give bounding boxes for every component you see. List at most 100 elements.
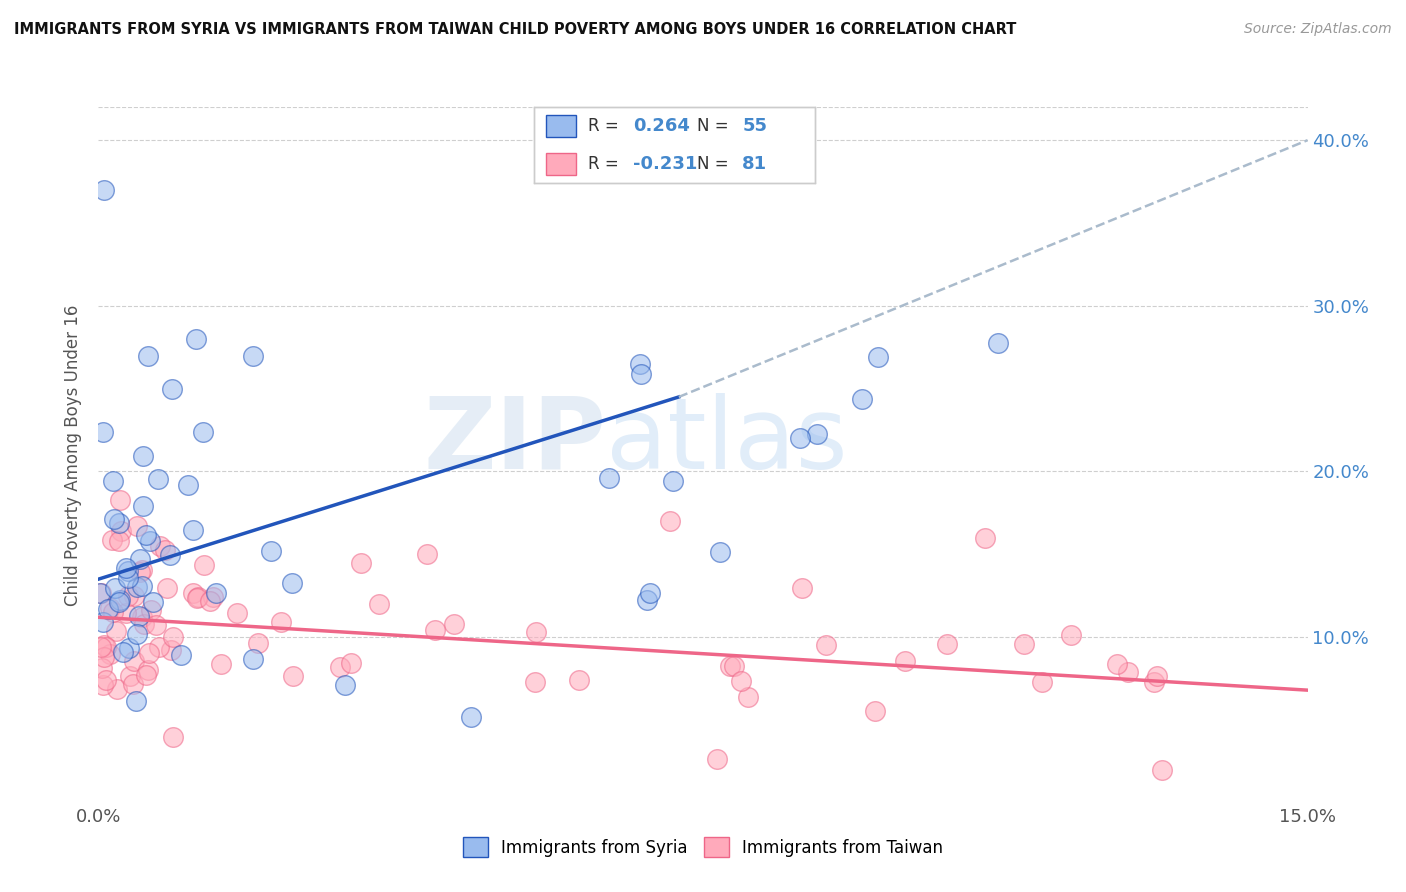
Point — [155, 542, 177, 557]
Point — [108, 533, 131, 548]
Point — [101, 533, 124, 548]
Point — [814, 638, 837, 652]
Point — [97, 602, 120, 616]
Point — [117, 565, 139, 579]
Point — [416, 547, 439, 561]
Bar — [546, 114, 576, 137]
Point — [658, 514, 681, 528]
Point — [281, 669, 304, 683]
Point — [790, 581, 813, 595]
Point — [156, 581, 179, 595]
Point — [350, 556, 373, 570]
Point — [865, 704, 887, 718]
Point — [111, 645, 134, 659]
Text: -0.231: -0.231 — [633, 155, 697, 173]
Point — [160, 382, 183, 396]
Point — [333, 678, 356, 692]
Point — [987, 336, 1010, 351]
Point — [96, 640, 118, 655]
Point — [117, 589, 139, 603]
Point — [135, 668, 157, 682]
Point — [638, 586, 661, 600]
Point — [142, 595, 165, 609]
Point — [204, 586, 226, 600]
Point — [127, 580, 149, 594]
Text: R =: R = — [588, 117, 624, 135]
Point — [162, 631, 184, 645]
Point — [974, 531, 997, 545]
Point — [789, 432, 811, 446]
Point — [242, 652, 264, 666]
Point — [146, 472, 169, 486]
Point — [115, 561, 138, 575]
Point — [131, 563, 153, 577]
Point — [110, 524, 132, 539]
Point — [160, 643, 183, 657]
Point — [936, 637, 959, 651]
Point — [187, 591, 209, 605]
Point — [139, 602, 162, 616]
Point — [91, 660, 114, 674]
Point — [630, 367, 652, 381]
Point — [851, 392, 873, 406]
Point — [1116, 665, 1139, 679]
Point — [866, 350, 889, 364]
Point — [138, 534, 160, 549]
Point — [132, 449, 155, 463]
Point — [118, 669, 141, 683]
Point — [122, 654, 145, 668]
Point — [242, 349, 264, 363]
Point — [1146, 669, 1168, 683]
Point — [202, 591, 225, 605]
Text: 55: 55 — [742, 117, 768, 135]
Y-axis label: Child Poverty Among Boys Under 16: Child Poverty Among Boys Under 16 — [65, 304, 83, 606]
Legend: Immigrants from Syria, Immigrants from Taiwan: Immigrants from Syria, Immigrants from T… — [456, 830, 950, 864]
Point — [423, 623, 446, 637]
Point — [93, 649, 115, 664]
Point — [443, 617, 465, 632]
Point — [1143, 675, 1166, 690]
Point — [281, 576, 304, 591]
Point — [170, 648, 193, 663]
Text: Source: ZipAtlas.com: Source: ZipAtlas.com — [1244, 22, 1392, 37]
Point — [98, 601, 121, 615]
Point — [124, 694, 146, 708]
Point — [718, 658, 741, 673]
Point — [117, 571, 139, 585]
Point — [93, 638, 115, 652]
Point — [723, 658, 745, 673]
Point — [91, 678, 114, 692]
Point — [129, 552, 152, 566]
Point — [706, 752, 728, 766]
Point — [730, 673, 752, 688]
Point — [138, 646, 160, 660]
Point — [96, 673, 118, 687]
Text: 0.264: 0.264 — [633, 117, 689, 135]
Point — [181, 586, 204, 600]
Point — [260, 544, 283, 558]
Point — [91, 425, 114, 440]
Text: R =: R = — [588, 155, 624, 173]
Point — [138, 663, 160, 677]
Point — [329, 660, 352, 674]
Point — [246, 636, 269, 650]
Point — [149, 539, 172, 553]
Text: IMMIGRANTS FROM SYRIA VS IMMIGRANTS FROM TAIWAN CHILD POVERTY AMONG BOYS UNDER 1: IMMIGRANTS FROM SYRIA VS IMMIGRANTS FROM… — [14, 22, 1017, 37]
Text: atlas: atlas — [606, 392, 848, 490]
Point — [108, 595, 131, 609]
Point — [340, 657, 363, 671]
Point — [198, 593, 221, 607]
Point — [368, 597, 391, 611]
Point — [662, 474, 685, 488]
Point — [162, 730, 184, 744]
Point — [737, 690, 759, 704]
Point — [104, 581, 127, 595]
Point — [193, 558, 215, 572]
Point — [93, 183, 115, 197]
Point — [118, 640, 141, 655]
Point — [121, 677, 143, 691]
Point — [1031, 675, 1053, 690]
Point — [105, 624, 128, 638]
Point — [122, 589, 145, 603]
Point — [270, 615, 292, 630]
